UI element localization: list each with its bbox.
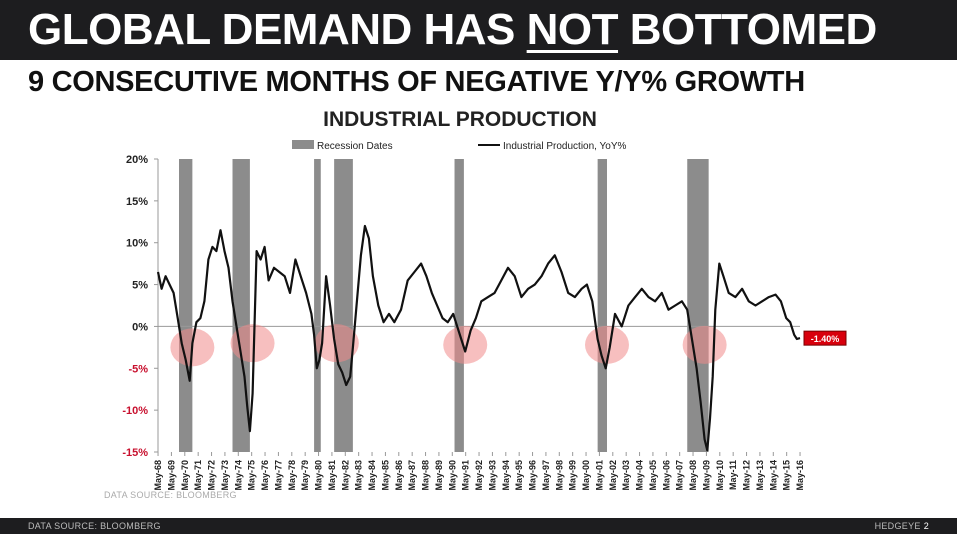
brand-name: HEDGEYE [874,521,921,531]
y-tick-label-3: 5% [132,280,148,292]
y-tick-label-4: 0% [132,321,148,333]
x-tick-label-34: May-02 [608,460,618,491]
footer-source: DATA SOURCE: BLOOMBERG [28,521,161,531]
x-tick-label-40: May-08 [688,460,698,491]
x-tick-label-8: May-76 [260,460,270,491]
recession-bar-0 [178,159,193,452]
x-tick-label-4: May-72 [207,460,217,491]
x-tick-label-10: May-78 [287,460,297,491]
title-bar [0,0,957,60]
y-tick-label-0: 20% [126,154,148,166]
x-tick-label-1: May-69 [166,460,176,491]
x-tick-label-15: May-83 [354,460,364,491]
x-tick-label-36: May-04 [635,460,645,491]
x-tick-label-32: May-00 [581,460,591,491]
highlight-circle-5 [682,325,727,364]
x-tick-label-19: May-87 [407,460,417,491]
highlight-circle-3 [443,325,488,364]
x-tick-label-3: May-71 [193,460,203,491]
subhead: 9 CONSECUTIVE MONTHS OF NEGATIVE Y/Y% GR… [28,66,805,98]
x-tick-label-28: May-96 [528,460,538,491]
x-tick-label-35: May-03 [621,460,631,491]
x-tick-label-11: May-79 [300,460,310,491]
x-tick-label-6: May-74 [233,460,243,491]
x-tick-label-46: May-14 [768,460,778,491]
x-tick-label-18: May-86 [394,460,404,491]
headline-part-2: BOTTOMED [618,5,877,54]
x-tick-label-16: May-84 [367,460,377,491]
x-tick-label-30: May-98 [554,460,564,491]
x-tick-label-44: May-12 [742,460,752,491]
recession-bar-3 [334,159,353,452]
x-tick-label-17: May-85 [380,460,390,491]
x-tick-label-20: May-88 [421,460,431,491]
x-tick-label-41: May-09 [701,460,711,491]
x-tick-label-42: May-10 [715,460,725,491]
x-tick-label-47: May-15 [782,460,792,491]
recession-bar-2 [314,159,321,452]
x-tick-label-9: May-77 [273,460,283,491]
footer-bar [0,518,957,534]
footer-brand: HEDGEYE 2 [875,521,929,531]
x-tick-label-21: May-89 [434,460,444,491]
y-tick-label-7: -15% [122,447,148,459]
x-tick-label-27: May-95 [514,460,524,491]
recession-bar-6 [687,159,709,452]
x-tick-label-14: May-82 [340,460,350,491]
legend-swatch-recession [292,140,314,149]
ip-yoy-line [156,224,801,452]
x-tick-label-7: May-75 [247,460,257,491]
chart-source-note: DATA SOURCE: BLOOMBERG [104,490,237,500]
x-tick-label-0: May-68 [153,460,163,491]
last-value-box [803,330,847,346]
x-tick-label-48: May-16 [795,460,805,491]
headline: GLOBAL DEMAND HAS NOT BOTTOMED [28,4,877,56]
recession-bar-5 [597,159,607,452]
x-tick-label-13: May-81 [327,460,337,491]
y-tick-label-2: 10% [126,238,148,250]
x-tick-label-24: May-92 [474,460,484,491]
recession-bar-4 [454,159,464,452]
y-tick-label-5: -5% [128,363,148,375]
legend-label-line: Industrial Production, YoY% [503,141,627,152]
headline-emphasis: NOT [526,5,619,54]
x-tick-label-5: May-73 [220,460,230,491]
x-tick-label-25: May-93 [487,460,497,491]
legend-label-recession: Recession Dates [317,141,393,152]
x-tick-label-37: May-05 [648,460,658,491]
x-tick-label-22: May-90 [447,460,457,491]
x-tick-label-33: May-01 [594,460,604,491]
x-tick-label-23: May-91 [461,460,471,491]
industrial-production-chart: 20% 15% 10% 5% 0% -5% -10% -15% May-68 May-69 May-… [104,140,847,500]
page-number: 2 [923,521,929,531]
highlight-circle-2 [314,324,359,363]
x-tick-label-43: May-11 [728,460,738,490]
x-tick-label-31: May-99 [568,460,578,491]
headline-part-1: GLOBAL DEMAND HAS [28,5,527,54]
x-tick-label-12: May-80 [314,460,324,491]
y-tick-label-1: 15% [126,196,148,208]
x-tick-label-39: May-07 [675,460,685,491]
y-tick-label-6: -10% [122,405,148,417]
x-tick-label-38: May-06 [661,460,671,491]
chart-title: INDUSTRIAL PRODUCTION [323,108,597,131]
x-tick-label-2: May-70 [180,460,190,491]
x-tick-label-45: May-13 [755,460,765,491]
x-tick-label-26: May-94 [501,460,511,491]
last-value-label: -1.40% [811,334,840,344]
x-tick-label-29: May-97 [541,460,551,491]
